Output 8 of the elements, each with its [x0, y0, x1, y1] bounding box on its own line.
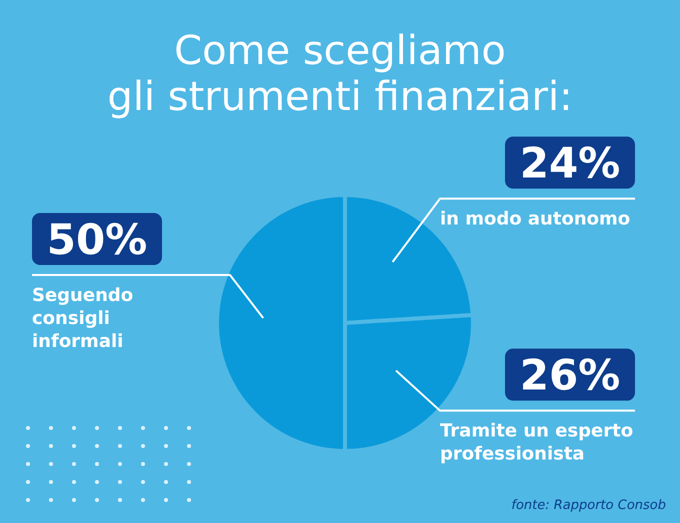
slice-label: Tramite un esperto professionista	[440, 420, 634, 465]
chart-title: Come scegliamo gli strumenti finanziari:	[106, 28, 574, 120]
data-label: 50%	[46, 215, 148, 264]
slice-label: Seguendo consigli informali	[32, 285, 134, 352]
data-label: 26%	[520, 350, 620, 400]
source-note: fonte: Rapporto Consob	[511, 498, 666, 513]
data-label: 24%	[520, 138, 620, 188]
slice-label: in modo autonomo	[440, 208, 630, 230]
